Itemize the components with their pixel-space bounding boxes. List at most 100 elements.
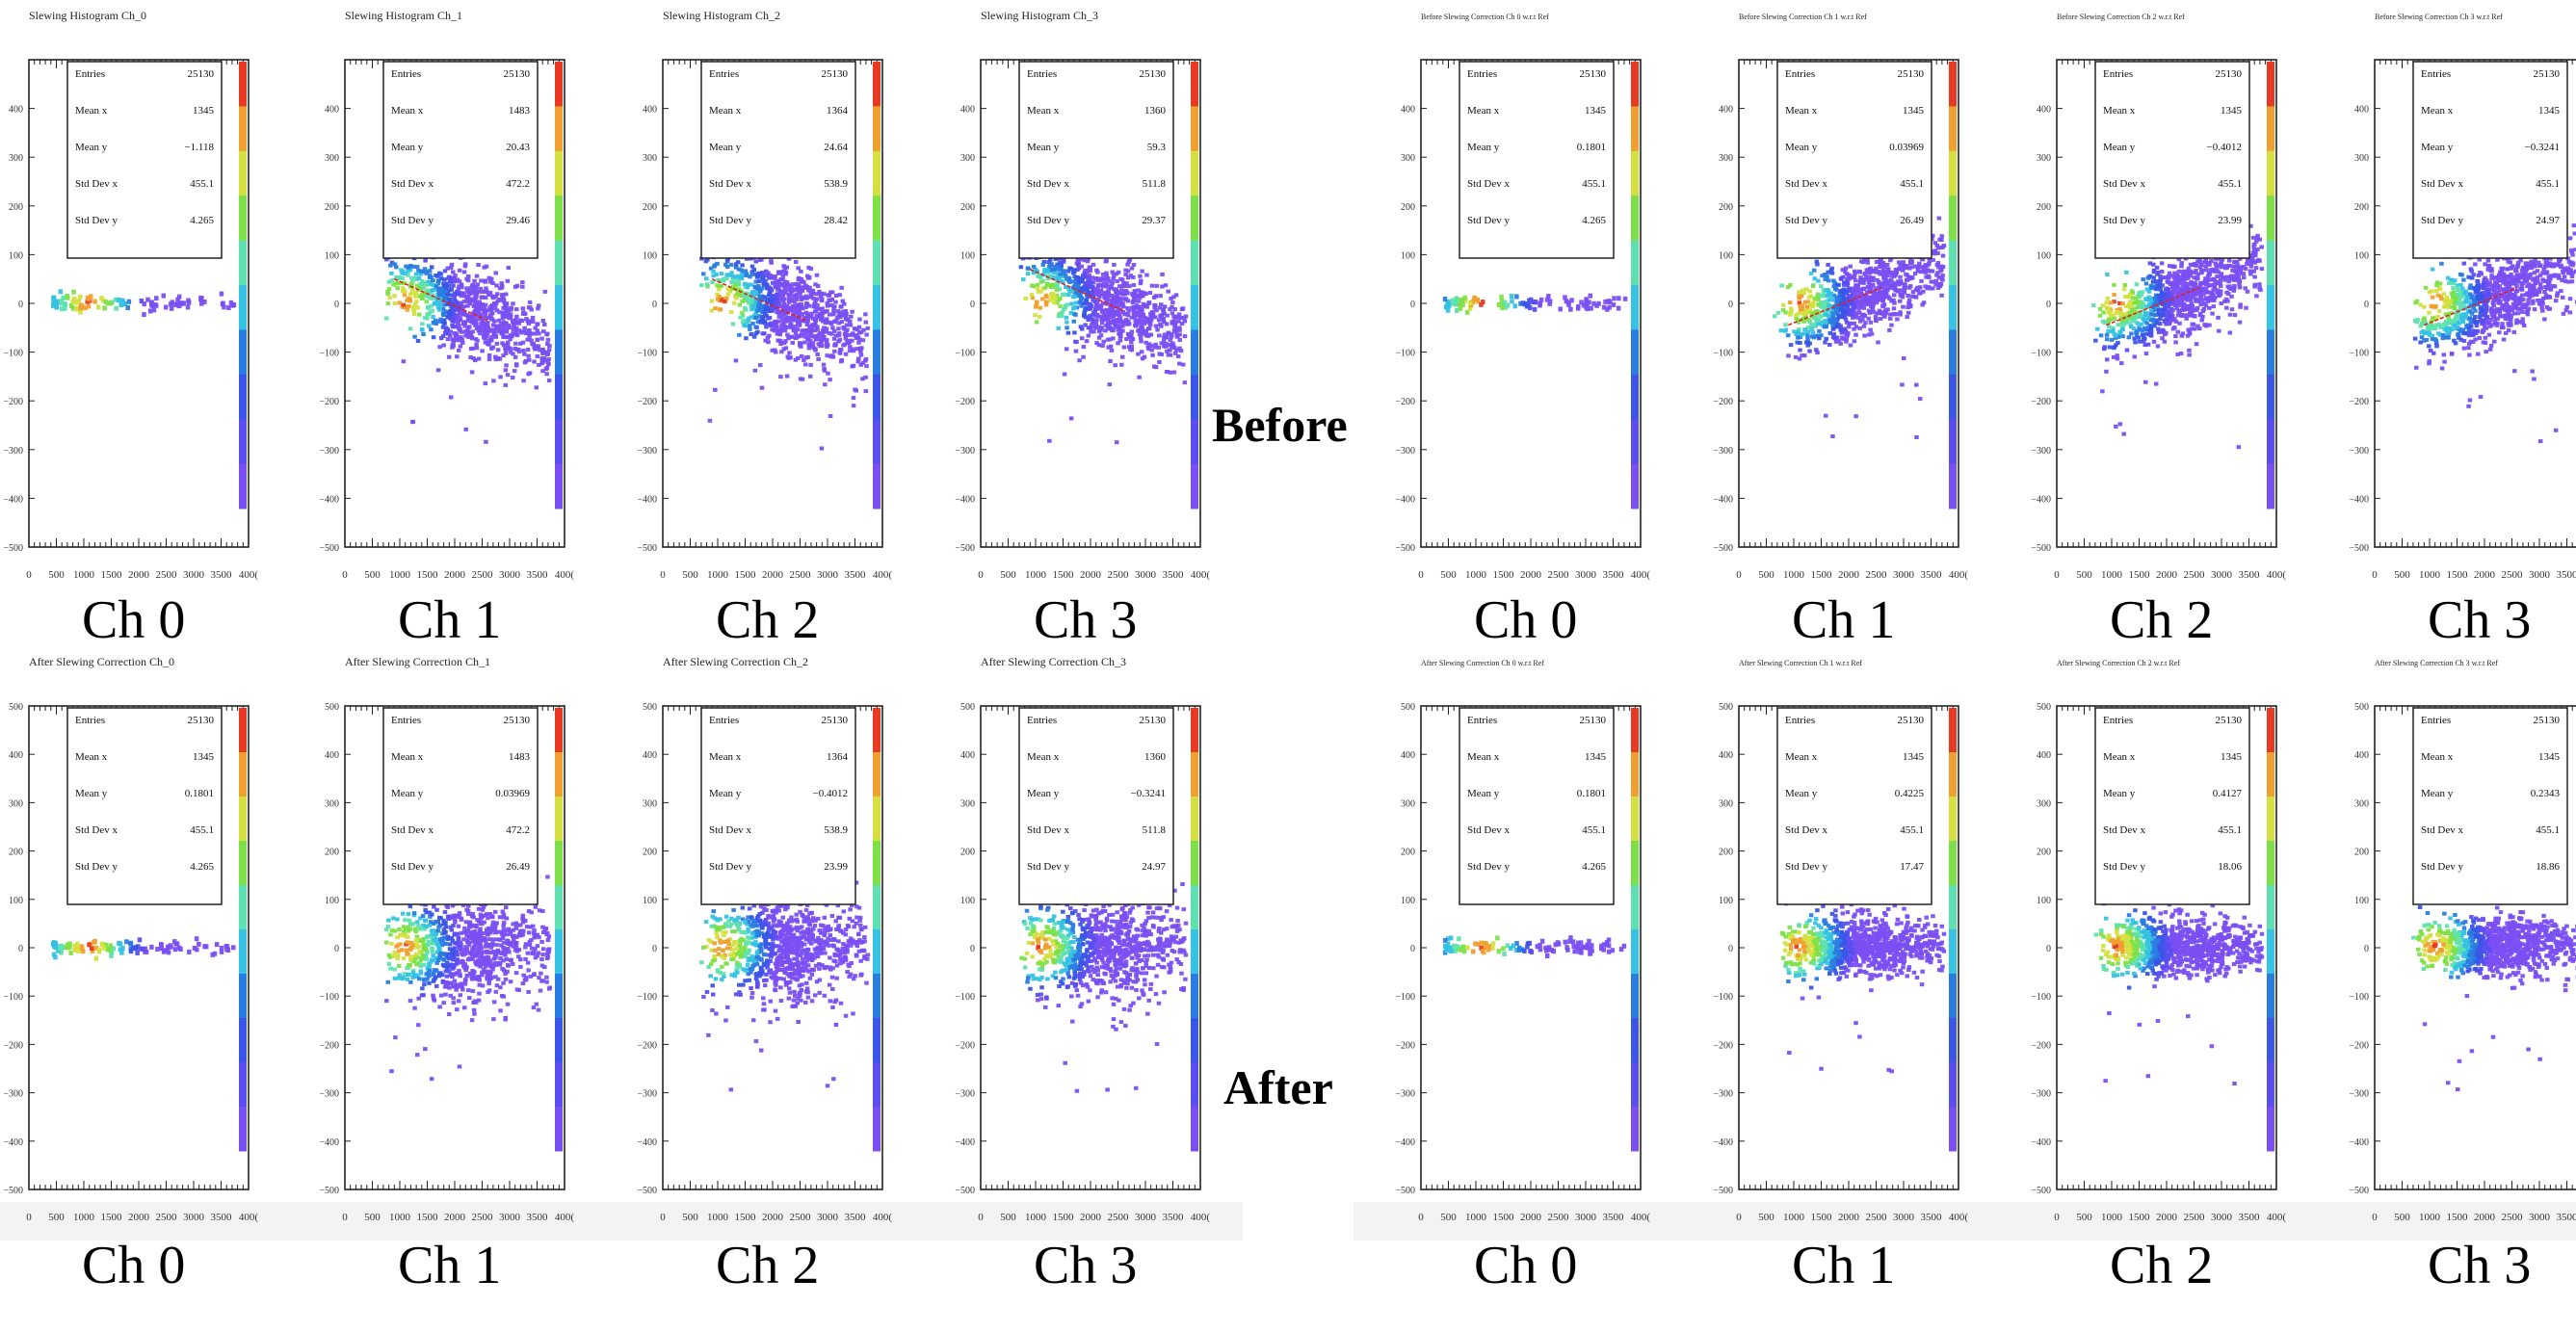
heat-bin <box>1117 291 1121 295</box>
heat-bin <box>760 286 765 290</box>
heat-bin <box>1869 267 1874 271</box>
colorbar-cell <box>1631 129 1639 152</box>
heat-bin <box>1927 285 1932 289</box>
heat-bin <box>1149 333 1154 337</box>
stats-key: Std Dev x <box>391 178 434 190</box>
heat-bin <box>407 266 411 270</box>
heat-bin <box>1916 269 1921 273</box>
heat-bin <box>710 300 715 303</box>
heat-bin <box>743 318 748 322</box>
heat-bin <box>1827 314 1831 318</box>
heat-bin <box>1118 339 1123 343</box>
heat-bin <box>441 313 446 317</box>
heat-bin <box>1918 397 1923 401</box>
heat-bin <box>1824 337 1828 341</box>
heat-bin <box>1853 270 1857 274</box>
heat-bin <box>1854 313 1859 317</box>
heat-bin <box>545 342 550 346</box>
heat-bin <box>403 290 407 294</box>
y-tick-label: −300 <box>3 446 23 457</box>
heat-bin <box>142 301 146 306</box>
heat-bin <box>1173 324 1178 327</box>
heat-bin <box>472 316 477 320</box>
heat-bin <box>474 322 479 326</box>
heat-bin <box>451 270 456 274</box>
x-tick-label: 400( <box>873 569 893 581</box>
stats-value: 26.49 <box>1900 215 1924 226</box>
heat-bin <box>457 316 461 320</box>
heat-bin <box>408 326 413 330</box>
heat-bin <box>466 274 471 278</box>
heat-bin <box>1126 320 1131 324</box>
heat-bin <box>483 333 487 337</box>
heat-bin <box>411 420 416 424</box>
heat-bin <box>1858 320 1863 324</box>
heat-bin <box>1871 283 1876 287</box>
heat-bin <box>69 303 74 308</box>
heat-bin <box>1177 362 1182 366</box>
x-tick-label: 400( <box>1631 569 1651 581</box>
heat-bin <box>1104 324 1109 327</box>
colorbar-cell <box>2267 129 2274 152</box>
heat-bin <box>1926 263 1931 267</box>
colorbar-cell <box>555 263 563 286</box>
colorbar-cell <box>2267 173 2274 196</box>
heat-bin <box>795 302 800 306</box>
heat-bin <box>857 326 862 329</box>
heat-bin <box>423 259 428 263</box>
stats-key: Std Dev x <box>1467 178 1511 190</box>
colorbar-cell <box>2267 464 2274 487</box>
heat-bin <box>513 355 518 359</box>
heat-bin <box>734 297 739 300</box>
heat-bin <box>1514 294 1519 299</box>
colorbar-cell <box>1949 486 1957 509</box>
heat-bin <box>1886 268 1891 272</box>
heat-bin <box>463 428 468 431</box>
heat-bin <box>1106 289 1111 293</box>
channel-caption: Ch 3 <box>1034 589 1137 651</box>
y-tick-label: 400 <box>643 105 657 116</box>
heat-bin <box>744 324 749 327</box>
colorbar-cell <box>1949 307 1957 330</box>
heat-bin <box>1036 274 1040 278</box>
heat-bin <box>1826 263 1830 267</box>
colorbar-cell <box>873 218 881 241</box>
heat-bin <box>716 297 721 300</box>
heat-bin <box>1144 274 1149 277</box>
heat-bin <box>1866 300 1871 304</box>
heat-bin <box>421 332 426 336</box>
heat-bin <box>1546 294 1551 299</box>
heat-bin <box>1167 331 1171 335</box>
heat-bin <box>1863 321 1868 325</box>
heat-bin <box>148 308 153 313</box>
heat-bin <box>384 316 389 320</box>
heat-bin <box>785 333 790 337</box>
panel-title: Slewing Histogram Ch_0 <box>29 9 146 22</box>
colorbar-cell <box>873 464 881 487</box>
heat-bin <box>402 303 407 307</box>
y-tick-label: −500 <box>319 543 339 554</box>
heat-bin <box>488 328 493 332</box>
heat-bin <box>487 353 492 357</box>
heat-bin <box>825 309 829 313</box>
heat-bin <box>455 301 460 305</box>
heat-bin <box>462 300 467 303</box>
colorbar-cell <box>239 218 247 241</box>
heat-bin <box>149 300 154 304</box>
heat-bin <box>1443 297 1448 301</box>
heat-bin <box>761 276 766 280</box>
stats-value: 29.46 <box>506 215 530 226</box>
heat-bin <box>536 338 540 342</box>
x-tick-label: 3500 <box>527 569 549 581</box>
heat-bin <box>437 320 442 324</box>
heat-bin <box>104 300 109 304</box>
heat-bin <box>506 342 511 346</box>
heat-bin <box>832 350 837 353</box>
colorbar-cell <box>1191 151 1198 174</box>
heat-bin <box>1074 301 1079 305</box>
heat-bin <box>1935 244 1940 248</box>
heat-bin <box>781 298 786 301</box>
heat-bin <box>1465 310 1470 315</box>
heat-bin <box>1830 434 1835 438</box>
x-tick-label: 400( <box>239 569 259 581</box>
